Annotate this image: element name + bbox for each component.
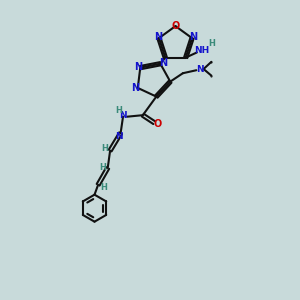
Text: H: H <box>115 106 122 115</box>
Text: H: H <box>99 163 106 172</box>
Text: N: N <box>159 58 167 68</box>
Text: O: O <box>171 21 180 31</box>
Text: N: N <box>131 83 139 93</box>
Text: N: N <box>119 111 127 120</box>
Text: O: O <box>154 119 162 129</box>
Text: N: N <box>134 62 142 72</box>
Text: N: N <box>115 132 123 141</box>
Text: N: N <box>154 32 162 42</box>
Text: H: H <box>100 183 107 192</box>
Text: NH: NH <box>194 46 209 55</box>
Text: N: N <box>196 64 204 74</box>
Text: H: H <box>208 39 215 48</box>
Text: H: H <box>101 144 108 153</box>
Text: N: N <box>189 32 197 42</box>
